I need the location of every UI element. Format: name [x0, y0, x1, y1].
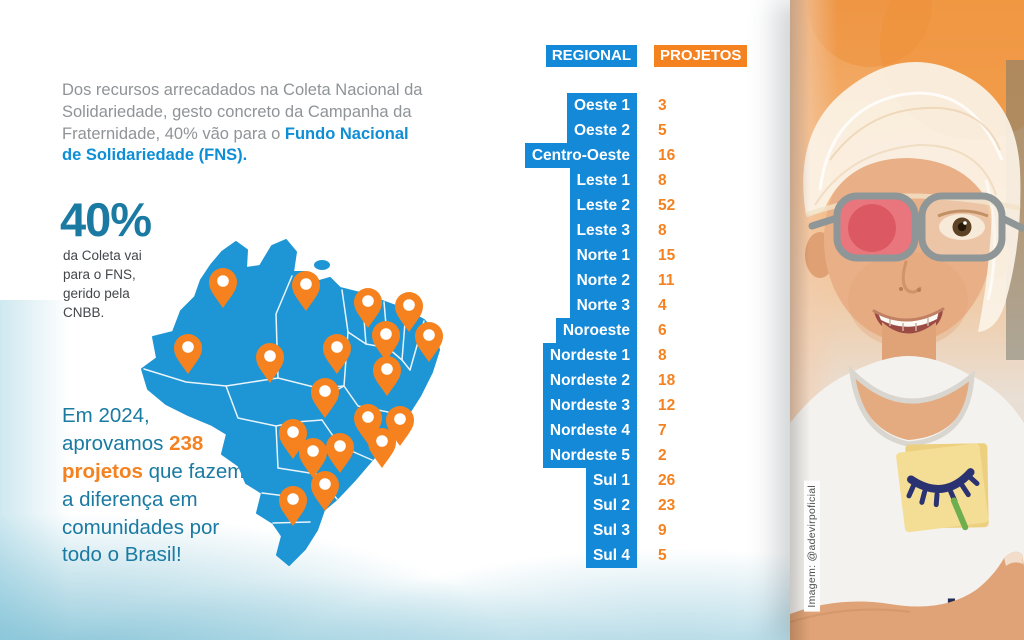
regional-cell: Sul 2: [585, 493, 637, 518]
projects-count-cell: 18: [658, 372, 676, 389]
projects-count-cell: 2: [658, 447, 667, 464]
table-row: Nordeste 5 2: [447, 443, 747, 468]
regional-cell: Centro-Oeste: [524, 143, 637, 168]
projects-count-cell: 16: [658, 147, 676, 164]
regional-cell: Sul 4: [585, 543, 637, 568]
table-row: Nordeste 3 12: [447, 393, 747, 418]
column-header-regional: REGIONAL: [545, 45, 637, 67]
table-row: Sul 2 23: [447, 493, 747, 518]
photo-edge-shadow: [790, 0, 810, 640]
regional-cell: Noroeste: [555, 318, 637, 343]
table-row: Oeste 2 5: [447, 118, 747, 143]
regional-cell: Sul 1: [585, 468, 637, 493]
table-row: Nordeste 2 18: [447, 368, 747, 393]
table-row: Nordeste 1 8: [447, 343, 747, 368]
projects-count-cell: 8: [658, 222, 667, 239]
table-row: Sul 4 5: [447, 543, 747, 568]
column-header-projetos: PROJETOS: [654, 45, 748, 67]
badge-stem: [950, 497, 969, 531]
projects-count-cell: 7: [658, 422, 667, 439]
projects-count-cell: 3: [658, 97, 667, 114]
projects-count-cell: 5: [658, 547, 667, 564]
regional-cell: Norte 3: [569, 293, 637, 318]
stat-40-percent: 40%: [60, 193, 152, 246]
closed-eye-logo: [906, 468, 975, 493]
balloon-shape-2: [808, 0, 932, 67]
regional-cell: Sul 3: [585, 518, 637, 543]
regional-cell: Oeste 1: [566, 93, 637, 118]
brazil-map-svg: [141, 239, 443, 566]
regional-cell: Nordeste 3: [542, 393, 637, 418]
projects-count-cell: 8: [658, 172, 667, 189]
table-row: Leste 2 52: [447, 193, 747, 218]
glasses: [808, 192, 1024, 262]
table-row: Sul 1 26: [447, 468, 747, 493]
projects-table: REGIONAL PROJETOS Oeste 1 3 Oeste 2 5 Centro…: [447, 45, 748, 568]
brazil-map: [126, 236, 462, 568]
stat-caption: da Coleta vai para o FNS, gerido pela CN…: [63, 248, 142, 321]
table-row: Norte 1 15: [447, 243, 747, 268]
table-row: Oeste 1 3: [447, 93, 747, 118]
highlight-post: que fazem a diferença em comunidades por…: [62, 459, 245, 567]
regional-cell: Nordeste 1: [542, 343, 637, 368]
regional-cell: Leste 3: [569, 218, 637, 243]
projects-count-cell: 4: [658, 297, 667, 314]
table-header-row: REGIONAL PROJETOS: [447, 45, 748, 67]
table-row: Leste 3 8: [447, 218, 747, 243]
projects-count-cell: 12: [658, 397, 676, 414]
highlight-pre: Em 2024, aprovamos: [62, 404, 164, 455]
projects-count-cell: 6: [658, 322, 667, 339]
regional-cell: Norte 1: [569, 243, 637, 268]
regional-cell: Leste 1: [569, 168, 637, 193]
regional-cell: Nordeste 5: [542, 443, 637, 468]
intro-text: Dos recursos arrecadados na Coleta Nacio…: [62, 81, 423, 143]
highlight-bold: 238 projetos: [62, 431, 204, 483]
projects-count-cell: 23: [658, 497, 676, 514]
child-photo-illustration: ad: [790, 0, 1024, 640]
table-row: Norte 3 4: [447, 293, 747, 318]
regional-cell: Leste 2: [569, 193, 637, 218]
regional-cell: Nordeste 4: [542, 418, 637, 443]
projects-count-cell: 9: [658, 522, 667, 539]
projects-count-cell: 11: [658, 272, 675, 289]
regional-cell: Nordeste 2: [542, 368, 637, 393]
table-row: Nordeste 4 7: [447, 418, 747, 443]
intro-highlight: Fundo Nacional de Solidariedade (FNS).: [62, 124, 409, 165]
regional-cell: Oeste 2: [566, 118, 637, 143]
map-pin-icon: [368, 428, 396, 468]
projects-count-cell: 8: [658, 347, 667, 364]
table-row: Leste 1 8: [447, 168, 747, 193]
table-row: Sul 3 9: [447, 518, 747, 543]
highlight-text: Em 2024, aprovamos 238 projetos que faze…: [62, 402, 258, 569]
table-rows: Oeste 1 3 Oeste 2 5 Centro-Oeste 16 Leste 1 8 Le…: [447, 93, 747, 568]
hair-net-cap: [803, 62, 1021, 332]
table-row: Norte 2 11: [447, 268, 747, 293]
table-row: Centro-Oeste 16: [447, 143, 747, 168]
watercolor-texture-left: [0, 300, 70, 640]
projects-count-cell: 15: [658, 247, 676, 264]
table-row: Noroeste 6: [447, 318, 747, 343]
shirt-badge: [896, 443, 989, 533]
projects-count-cell: 5: [658, 122, 667, 139]
projects-count-cell: 52: [658, 197, 676, 214]
image-credit: Imagem: @adevirpoficial: [804, 481, 820, 612]
intro-paragraph: Dos recursos arrecadados na Coleta Nacio…: [62, 80, 424, 167]
child-photo: ad Imagem: @adevirpoficial: [790, 0, 1024, 640]
regional-cell: Norte 2: [569, 268, 637, 293]
projects-count-cell: 26: [658, 472, 676, 489]
